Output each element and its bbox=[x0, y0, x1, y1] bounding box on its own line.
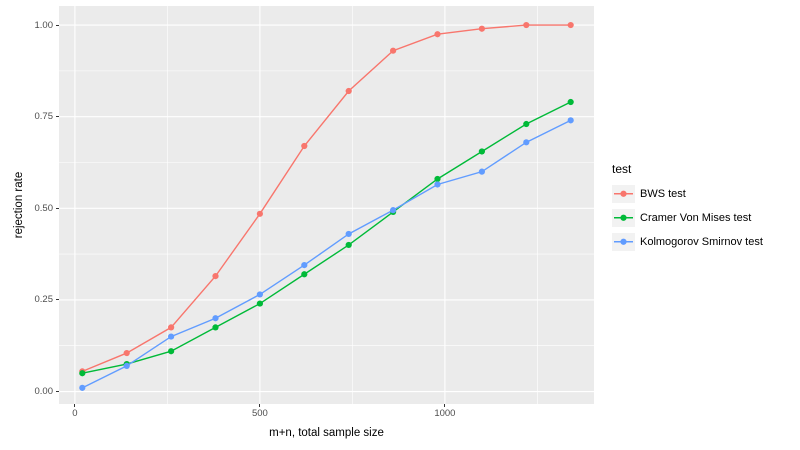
line-point-icon bbox=[614, 214, 633, 221]
y-tick-label: 1.00 bbox=[34, 19, 54, 31]
plot-area bbox=[59, 6, 594, 404]
legend-title: test bbox=[612, 162, 632, 176]
x-tick-mark bbox=[74, 404, 76, 407]
y-tick-label: 0.75 bbox=[34, 111, 54, 123]
y-tick-mark bbox=[56, 207, 59, 209]
legend-key-swatch bbox=[612, 185, 635, 203]
y-tick-mark bbox=[56, 391, 59, 393]
y-tick-mark bbox=[56, 24, 59, 26]
y-tick-label: 0.25 bbox=[34, 294, 54, 306]
y-tick-mark bbox=[56, 299, 59, 301]
x-tick-label: 1000 bbox=[434, 408, 456, 419]
legend-item-bws: BWS test bbox=[612, 185, 763, 203]
x-tick-label: 0 bbox=[72, 408, 78, 419]
legend-key-swatch bbox=[612, 233, 635, 251]
line-point-icon bbox=[614, 238, 633, 245]
legend-label: Kolmogorov Smirnov test bbox=[640, 235, 763, 248]
x-tick-mark bbox=[444, 404, 446, 407]
y-tick-label: 0.50 bbox=[34, 202, 54, 214]
x-axis-title: m+n, total sample size bbox=[269, 427, 384, 439]
legend-key-swatch bbox=[612, 209, 635, 227]
y-tick-label: 0.00 bbox=[34, 386, 54, 398]
legend-label: BWS test bbox=[640, 187, 686, 200]
line-point-icon bbox=[614, 190, 633, 197]
y-tick-mark bbox=[56, 116, 59, 118]
x-tick-mark bbox=[259, 404, 261, 407]
legend: test BWS test Cramer Von Mises test bbox=[612, 162, 763, 257]
x-tick-label: 500 bbox=[251, 408, 268, 419]
legend-item-cramer-von-mises: Cramer Von Mises test bbox=[612, 209, 763, 227]
legend-label: Cramer Von Mises test bbox=[640, 211, 752, 224]
legend-item-kolmogorov-smirnov: Kolmogorov Smirnov test bbox=[612, 233, 763, 251]
plot-panel bbox=[59, 6, 594, 404]
